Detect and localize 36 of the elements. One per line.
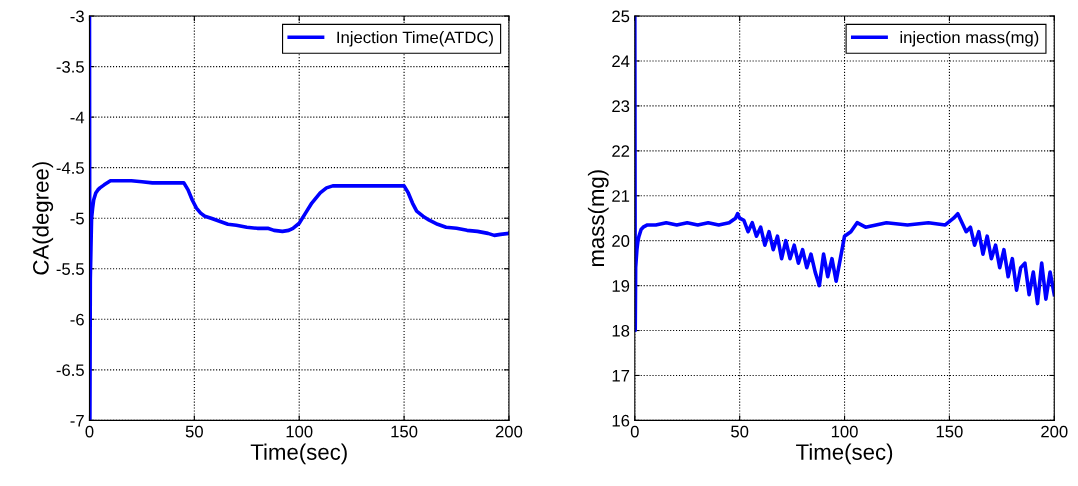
x-tick-label: 200 — [1041, 425, 1068, 438]
y-tick-label: 16 — [612, 414, 630, 427]
x-tick-label: 50 — [731, 425, 749, 438]
y-tick-label: 18 — [612, 324, 630, 337]
y-tick-label: 21 — [612, 190, 630, 202]
y-tick-label: -4 — [70, 111, 85, 124]
y-axis-title: mass(mg) — [587, 170, 609, 267]
y-tick-label: -5.5 — [56, 263, 84, 275]
y-tick-label: -6 — [70, 313, 84, 326]
legend-label: injection mass(mg) — [900, 31, 1039, 47]
y-tick-label: -7 — [70, 414, 84, 427]
y-tick-label: -6.5 — [56, 364, 84, 377]
line-series — [89, 16, 509, 421]
y-tick-label: 19 — [612, 280, 630, 292]
x-tick-label: 0 — [630, 425, 639, 438]
x-tick-label: 0 — [85, 425, 94, 438]
legend-label: Injection Time(ATDC) — [337, 31, 493, 47]
y-tick-label: 25 — [612, 10, 630, 23]
y-tick-label: -3.5 — [56, 60, 84, 73]
y-tick-label: 17 — [612, 370, 630, 382]
x-tick-label: 150 — [936, 425, 963, 438]
x-tick-label: 150 — [391, 425, 418, 438]
y-tick-label: 20 — [612, 235, 630, 247]
x-tick-label: 200 — [495, 425, 523, 438]
y-tick-label: -4.5 — [56, 162, 84, 174]
x-tick-label: 50 — [185, 425, 203, 438]
y-tick-label: -3 — [70, 10, 84, 23]
y-tick-label: -5 — [70, 212, 84, 225]
y-tick-label: 22 — [612, 145, 630, 157]
x-axis-title: Time(sec) — [796, 443, 893, 465]
x-axis-title: Time(sec) — [250, 443, 347, 465]
x-tick-label: 100 — [286, 425, 313, 438]
y-tick-label: 23 — [612, 100, 630, 113]
y-tick-label: 24 — [612, 55, 630, 68]
x-tick-label: 100 — [831, 425, 858, 438]
y-axis-title: CA(degree) — [32, 162, 54, 275]
